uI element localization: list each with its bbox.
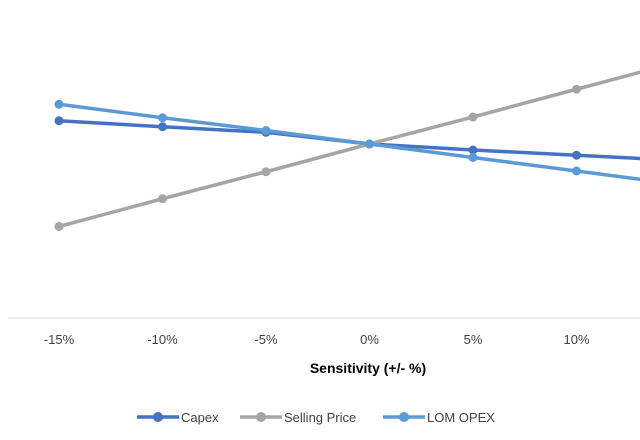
series-line (57, 102, 640, 182)
data-point (261, 167, 271, 177)
legend-label: Capex (181, 410, 219, 425)
x-tick-label: 0% (360, 332, 379, 347)
data-point (158, 113, 167, 123)
x-tick-label: 10% (563, 332, 589, 347)
x-tick-label: -15% (44, 332, 75, 347)
x-axis-title: Sensitivity (+/- %) (310, 360, 426, 376)
series-selling-price (54, 70, 640, 231)
legend-label: Selling Price (284, 410, 356, 425)
legend-label: LOM OPEX (427, 410, 495, 425)
legend-swatch-marker (399, 412, 409, 422)
legend-swatch-marker (256, 412, 266, 422)
data-point (54, 99, 64, 109)
data-point (468, 112, 478, 122)
series-lom-opex (54, 99, 640, 182)
data-point (261, 126, 271, 135)
legend-item: Selling Price (240, 410, 356, 425)
data-point (572, 166, 581, 176)
data-point (572, 150, 581, 160)
data-point (468, 153, 478, 162)
data-point (158, 122, 167, 132)
x-tick-labels: -15%-10%-5%0%5%10%15% (44, 332, 590, 347)
data-point (365, 139, 374, 149)
series-layer (54, 70, 640, 231)
legend: Capex Selling Price LOM OPEX (137, 410, 495, 425)
x-tick-label: -10% (147, 332, 178, 347)
legend-item: LOM OPEX (383, 410, 495, 425)
x-tick-label: -5% (254, 332, 278, 347)
x-tick-label: 5% (464, 332, 483, 347)
legend-swatch-marker (153, 412, 163, 422)
data-point (572, 84, 581, 94)
series-line (57, 70, 640, 229)
data-point (54, 222, 64, 231)
data-point (468, 145, 478, 155)
legend-item: Capex (137, 410, 219, 425)
data-point (158, 194, 167, 204)
data-point (54, 116, 64, 126)
